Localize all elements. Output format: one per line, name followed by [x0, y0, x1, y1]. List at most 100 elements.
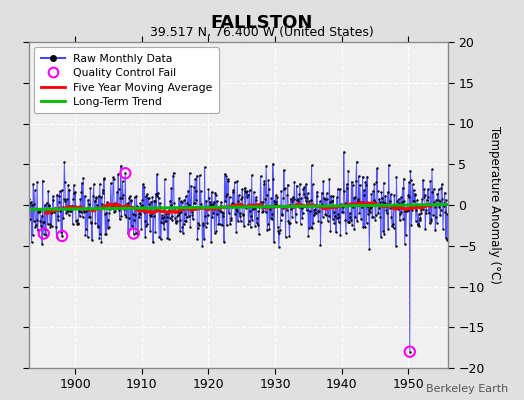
Point [32, 222, 40, 228]
Point [27, 199, 35, 205]
Point [141, 234, 149, 240]
Point [47, 210, 55, 216]
Point [388, 221, 397, 228]
Point [78, 180, 86, 186]
Point [238, 211, 247, 217]
Point [361, 179, 369, 186]
Point [411, 191, 420, 198]
Point [219, 212, 227, 219]
Point [332, 194, 341, 200]
Point [435, 204, 443, 210]
Point [410, 198, 418, 204]
Point [402, 232, 410, 238]
Point [277, 188, 285, 194]
Point [52, 234, 61, 240]
Point [54, 199, 63, 205]
Point [108, 203, 116, 209]
Point [303, 195, 311, 201]
Point [95, 181, 104, 187]
Point [256, 173, 265, 179]
Point [362, 220, 370, 226]
Point [280, 186, 289, 192]
Point [342, 230, 350, 236]
Point [99, 186, 107, 193]
Point [292, 182, 301, 189]
Point [355, 210, 364, 216]
Point [261, 209, 270, 215]
Point [269, 176, 278, 182]
Point [111, 208, 119, 214]
Point [421, 226, 430, 232]
Point [201, 213, 210, 219]
Point [434, 186, 443, 192]
Text: Berkeley Earth: Berkeley Earth [426, 384, 508, 394]
Point [106, 201, 115, 207]
Point [139, 208, 148, 215]
Point [257, 204, 266, 210]
Point [206, 202, 215, 208]
Point [333, 186, 342, 192]
Point [28, 232, 37, 238]
Point [393, 198, 401, 204]
Point [230, 201, 238, 208]
Point [423, 194, 432, 200]
Point [198, 204, 206, 210]
Point [312, 193, 321, 199]
Point [112, 202, 120, 208]
Point [25, 196, 34, 202]
Point [233, 178, 242, 184]
Point [53, 213, 62, 220]
Point [168, 213, 177, 220]
Point [329, 216, 337, 222]
Point [155, 234, 163, 240]
Point [358, 174, 367, 180]
Point [123, 200, 131, 207]
Point [101, 230, 110, 237]
Point [243, 194, 251, 200]
Point [290, 196, 298, 202]
Point [347, 217, 355, 223]
Point [53, 192, 61, 198]
Point [381, 203, 390, 209]
Point [119, 204, 128, 210]
Point [285, 220, 293, 226]
Point [137, 204, 145, 210]
Point [56, 208, 64, 214]
Point [330, 219, 339, 226]
Point [252, 197, 260, 203]
Point [58, 233, 66, 239]
Point [71, 203, 79, 210]
Point [51, 206, 60, 212]
Point [59, 204, 67, 210]
Point [287, 205, 296, 212]
Point [40, 219, 49, 226]
Point [286, 196, 294, 202]
Point [238, 186, 246, 192]
Point [268, 216, 277, 222]
Point [303, 190, 312, 196]
Point [89, 193, 97, 200]
Point [104, 223, 113, 230]
Point [149, 213, 158, 219]
Point [75, 212, 84, 219]
Point [231, 211, 239, 217]
Point [156, 204, 165, 210]
Point [397, 194, 405, 200]
Point [400, 241, 409, 248]
Point [265, 226, 274, 232]
Point [378, 198, 387, 205]
Point [139, 181, 147, 187]
Point [226, 215, 235, 222]
Point [266, 215, 275, 222]
Point [193, 172, 201, 179]
Point [169, 173, 177, 180]
Point [225, 194, 234, 200]
Point [319, 214, 327, 220]
Point [205, 194, 213, 201]
Point [427, 218, 435, 224]
Point [93, 202, 101, 208]
Point [443, 237, 451, 243]
Point [384, 226, 392, 232]
Point [89, 206, 97, 212]
Point [366, 209, 374, 216]
